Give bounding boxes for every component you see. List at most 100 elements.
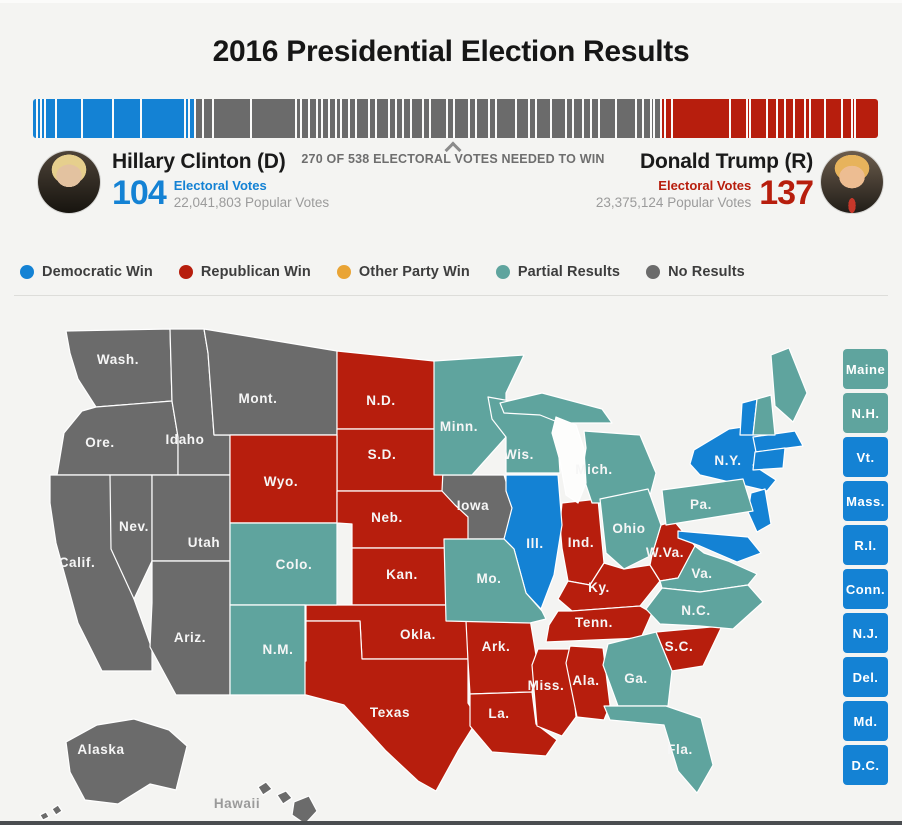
bar-segment-none[interactable] [396, 99, 404, 138]
bar-segment-republican[interactable] [777, 99, 787, 138]
bar-segment-none[interactable] [643, 99, 652, 138]
bar-segment-none[interactable] [369, 99, 377, 138]
state-mo[interactable] [443, 538, 547, 624]
bar-segment-none[interactable] [489, 99, 497, 138]
bar-segment-none[interactable] [317, 99, 323, 138]
state-hawaii[interactable] [257, 781, 273, 796]
state-tenn[interactable] [545, 605, 653, 643]
bar-segment-democratic[interactable] [142, 99, 187, 138]
bar-segment-republican[interactable] [811, 99, 827, 138]
bar-segment-none[interactable] [469, 99, 477, 138]
bar-segment-republican[interactable] [806, 99, 812, 138]
bar-segment-none[interactable] [536, 99, 552, 138]
state-hawaii[interactable] [276, 790, 293, 805]
bar-segment-none[interactable] [389, 99, 397, 138]
bar-segment-democratic[interactable] [113, 99, 143, 138]
bar-segment-republican[interactable] [856, 99, 878, 138]
bar-segment-democratic[interactable] [186, 99, 191, 138]
state-mich[interactable] [499, 392, 613, 424]
state-mont[interactable] [203, 328, 338, 436]
small-state-box-ri[interactable]: R.I. [843, 525, 888, 565]
state-nev[interactable] [109, 474, 153, 600]
bar-segment-republican[interactable] [747, 99, 752, 138]
bar-segment-none[interactable] [301, 99, 310, 138]
state-alaska[interactable] [65, 718, 188, 805]
bar-segment-none[interactable] [591, 99, 600, 138]
bar-segment-republican[interactable] [751, 99, 768, 138]
bar-segment-republican[interactable] [767, 99, 778, 138]
bar-segment-republican[interactable] [826, 99, 843, 138]
bar-segment-none[interactable] [599, 99, 617, 138]
bar-segment-none[interactable] [336, 99, 342, 138]
bar-segment-republican[interactable] [672, 99, 732, 138]
bar-segment-democratic[interactable] [42, 99, 47, 138]
state-md[interactable] [677, 530, 762, 563]
bar-segment-republican[interactable] [666, 99, 673, 138]
bar-segment-democratic[interactable] [46, 99, 57, 138]
small-state-box-nj[interactable]: N.J. [843, 613, 888, 653]
small-state-box-del[interactable]: Del. [843, 657, 888, 697]
bar-segment-none[interactable] [423, 99, 431, 138]
us-states-map[interactable]: Wash.Ore.Calif.Nev.IdahoMont.UtahAriz.Io… [0, 3, 902, 825]
state-alaska[interactable] [39, 811, 50, 821]
bar-segment-none[interactable] [349, 99, 357, 138]
bar-segment-none[interactable] [322, 99, 330, 138]
bar-segment-none[interactable] [296, 99, 302, 138]
state-wyo[interactable] [229, 434, 338, 524]
state-ala[interactable] [565, 645, 611, 721]
bar-segment-none[interactable] [214, 99, 253, 138]
bar-segment-democratic[interactable] [83, 99, 114, 138]
small-state-box-conn[interactable]: Conn. [843, 569, 888, 609]
small-state-box-vt[interactable]: Vt. [843, 437, 888, 477]
bar-segment-none[interactable] [516, 99, 530, 138]
bar-segment-none[interactable] [566, 99, 574, 138]
bar-segment-republican[interactable] [794, 99, 807, 138]
state-sd[interactable] [336, 428, 445, 492]
state-nh[interactable] [752, 394, 776, 436]
state-pa[interactable] [661, 478, 754, 526]
state-la[interactable] [469, 691, 558, 757]
state-nm[interactable] [229, 604, 306, 696]
state-hawaii[interactable] [291, 795, 318, 825]
small-state-box-dc[interactable]: D.C. [843, 745, 888, 785]
state-ctri[interactable] [752, 447, 786, 471]
bar-segment-democratic[interactable] [38, 99, 43, 138]
bar-segment-none[interactable] [356, 99, 370, 138]
small-state-box-md[interactable]: Md. [843, 701, 888, 741]
bar-segment-none[interactable] [329, 99, 337, 138]
bar-segment-none[interactable] [204, 99, 215, 138]
bar-segment-republican[interactable] [661, 99, 667, 138]
bar-segment-none[interactable] [616, 99, 637, 138]
state-ark[interactable] [465, 618, 538, 695]
state-ind[interactable] [559, 498, 605, 586]
bar-segment-none[interactable] [252, 99, 297, 138]
bar-segment-none[interactable] [411, 99, 424, 138]
bar-segment-republican[interactable] [842, 99, 853, 138]
bar-segment-republican[interactable] [852, 99, 857, 138]
state-colo[interactable] [229, 522, 338, 606]
state-ga[interactable] [602, 631, 673, 707]
state-ariz[interactable] [149, 560, 231, 696]
bar-segment-none[interactable] [476, 99, 490, 138]
electoral-vote-bar[interactable] [33, 99, 878, 138]
bar-segment-none[interactable] [496, 99, 517, 138]
bar-segment-none[interactable] [551, 99, 567, 138]
bar-segment-republican[interactable] [731, 99, 748, 138]
bar-segment-none[interactable] [403, 99, 412, 138]
bar-segment-none[interactable] [654, 99, 662, 138]
bar-segment-none[interactable] [454, 99, 470, 138]
bar-segment-none[interactable] [309, 99, 318, 138]
bar-segment-none[interactable] [529, 99, 537, 138]
state-nc[interactable] [645, 584, 764, 630]
small-state-box-mass[interactable]: Mass. [843, 481, 888, 521]
bar-segment-none[interactable] [636, 99, 644, 138]
bar-segment-none[interactable] [341, 99, 350, 138]
bar-segment-none[interactable] [196, 99, 205, 138]
bar-segment-democratic[interactable] [33, 99, 38, 138]
small-state-box-nh[interactable]: N.H. [843, 393, 888, 433]
bar-segment-none[interactable] [447, 99, 455, 138]
state-ore[interactable] [56, 400, 179, 476]
bar-segment-none[interactable] [651, 99, 655, 138]
state-maine[interactable] [770, 347, 808, 423]
state-ohio[interactable] [599, 488, 662, 570]
